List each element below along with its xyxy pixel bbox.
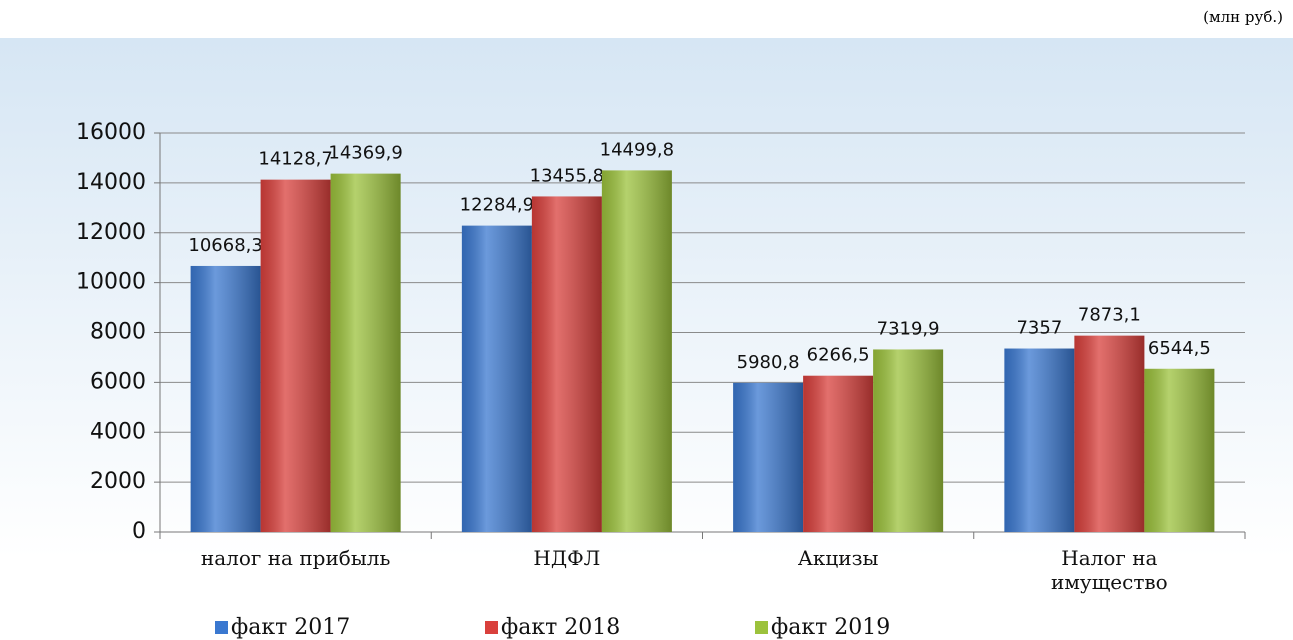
- data-label: 14128,7: [258, 149, 332, 170]
- bar-shading: [1004, 348, 1075, 532]
- y-tick-label: 4000: [90, 419, 146, 444]
- legend-label: факт 2018: [501, 615, 620, 640]
- data-label: 13455,8: [530, 165, 604, 186]
- legend-swatch: [755, 621, 768, 634]
- x-tick-label: Акцизы: [797, 546, 879, 570]
- y-tick-label: 16000: [76, 120, 146, 145]
- data-label: 5980,8: [737, 352, 800, 373]
- legend-swatch: [485, 621, 498, 634]
- bar-shading: [1074, 335, 1145, 532]
- data-label: 6266,5: [807, 345, 870, 366]
- data-label: 6544,5: [1148, 338, 1211, 359]
- bar-shading: [330, 173, 401, 532]
- y-tick-label: 10000: [76, 270, 146, 295]
- legend-swatch: [215, 621, 228, 634]
- x-tick-label: НДФЛ: [533, 546, 601, 570]
- bar-shading: [601, 170, 672, 532]
- bar-shading: [733, 382, 804, 532]
- bar-shading: [461, 225, 532, 532]
- bar-shading: [260, 179, 331, 533]
- bar-shading: [1144, 368, 1215, 532]
- y-tick-label: 0: [132, 519, 146, 544]
- y-tick-label: 2000: [90, 469, 146, 494]
- data-label: 14499,8: [600, 139, 674, 160]
- data-label: 7319,9: [877, 318, 940, 339]
- bar-shading: [873, 349, 944, 532]
- y-tick-label: 6000: [90, 369, 146, 394]
- x-tick-label: Налог на имущество: [1051, 546, 1168, 594]
- legend-label: факт 2017: [231, 615, 350, 640]
- bar-shading: [531, 196, 602, 532]
- bar-shading: [803, 375, 874, 532]
- legend-label: факт 2019: [771, 615, 890, 640]
- data-label: 10668,3: [188, 235, 262, 256]
- unit-note: (млн руб.): [1203, 8, 1283, 26]
- data-label: 7873,1: [1078, 305, 1141, 326]
- x-tick-label: налог на прибыль: [200, 546, 391, 570]
- y-tick-label: 12000: [76, 220, 146, 245]
- data-label: 7357: [1016, 318, 1062, 339]
- data-label: 14369,9: [328, 143, 402, 164]
- y-tick-label: 14000: [76, 170, 146, 195]
- y-tick-label: 8000: [90, 320, 146, 345]
- data-label: 12284,9: [460, 195, 534, 216]
- bar-shading: [190, 265, 261, 532]
